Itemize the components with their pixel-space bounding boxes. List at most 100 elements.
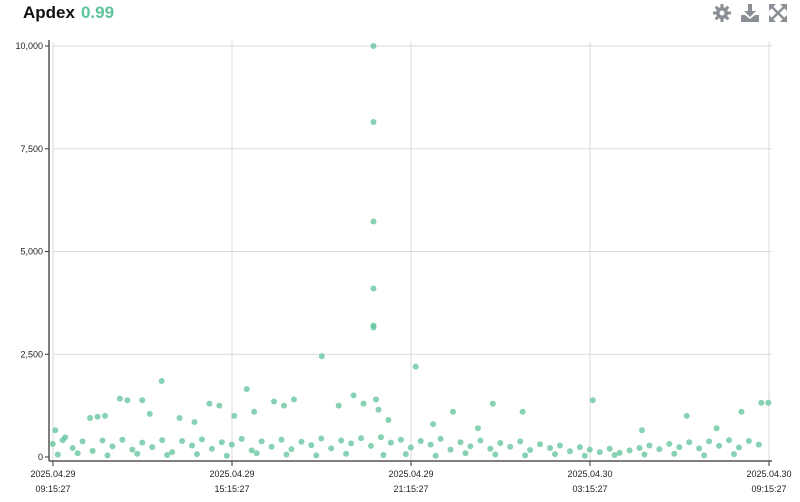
chart-title: Apdex 0.99 bbox=[23, 3, 114, 23]
data-point bbox=[616, 449, 623, 456]
data-point bbox=[253, 450, 260, 457]
y-tick-label: 5,000 bbox=[20, 247, 43, 257]
data-point bbox=[228, 441, 235, 448]
data-point bbox=[467, 443, 474, 450]
data-point bbox=[646, 442, 653, 449]
apdex-score: 0.99 bbox=[80, 3, 115, 22]
x-tick-time: 09:15:27 bbox=[751, 484, 786, 494]
gear-icon[interactable] bbox=[712, 3, 732, 23]
data-point bbox=[713, 425, 720, 432]
data-point bbox=[522, 452, 529, 459]
data-point bbox=[313, 452, 320, 459]
data-point bbox=[765, 399, 772, 406]
data-point bbox=[696, 445, 703, 452]
data-point bbox=[596, 449, 603, 456]
data-point bbox=[671, 450, 678, 457]
data-point bbox=[79, 438, 86, 445]
data-point bbox=[397, 436, 404, 443]
data-point bbox=[758, 399, 765, 406]
data-point bbox=[735, 444, 742, 451]
data-point bbox=[437, 435, 444, 442]
data-point bbox=[450, 408, 457, 415]
data-point bbox=[280, 402, 287, 409]
data-point bbox=[497, 440, 504, 447]
data-point bbox=[581, 452, 588, 459]
data-point bbox=[191, 419, 198, 426]
data-point bbox=[74, 450, 81, 457]
data-point bbox=[641, 451, 648, 458]
data-point bbox=[99, 437, 106, 444]
apdex-label: Apdex bbox=[23, 3, 75, 22]
data-point bbox=[268, 443, 275, 450]
data-point bbox=[348, 440, 355, 447]
data-point bbox=[701, 452, 708, 459]
data-point bbox=[566, 448, 573, 455]
expand-icon[interactable] bbox=[768, 3, 788, 23]
data-point bbox=[611, 451, 618, 458]
data-point bbox=[54, 451, 61, 458]
data-point bbox=[134, 450, 141, 457]
data-point bbox=[358, 435, 365, 442]
data-point bbox=[402, 451, 409, 458]
data-point bbox=[370, 218, 377, 225]
data-point bbox=[104, 452, 111, 459]
y-tick-label: 0 bbox=[38, 452, 43, 462]
data-point bbox=[318, 435, 325, 442]
data-point bbox=[158, 377, 165, 384]
data-point bbox=[370, 119, 377, 126]
data-point bbox=[370, 324, 377, 331]
data-point bbox=[725, 437, 732, 444]
data-point bbox=[208, 445, 215, 452]
y-tick-label: 10,000 bbox=[15, 41, 43, 51]
data-point bbox=[638, 427, 645, 434]
data-point bbox=[427, 441, 434, 448]
data-point bbox=[216, 402, 223, 409]
data-point bbox=[146, 410, 153, 417]
data-point bbox=[387, 439, 394, 446]
data-point bbox=[343, 450, 350, 457]
data-point bbox=[487, 445, 494, 452]
data-point bbox=[551, 451, 558, 458]
data-point bbox=[370, 43, 377, 49]
data-point bbox=[489, 400, 496, 407]
data-point bbox=[248, 447, 255, 454]
data-point bbox=[52, 427, 59, 434]
data-point bbox=[283, 451, 290, 458]
data-point bbox=[666, 440, 673, 447]
x-tick-date: 2025.04.29 bbox=[388, 469, 433, 479]
data-point bbox=[119, 436, 126, 443]
y-tick-label: 7,500 bbox=[20, 144, 43, 154]
data-point bbox=[683, 412, 690, 419]
data-point bbox=[412, 363, 419, 370]
data-point bbox=[706, 438, 713, 445]
chart-toolbar bbox=[712, 3, 788, 23]
x-tick-time: 21:15:27 bbox=[393, 484, 428, 494]
x-tick-time: 03:15:27 bbox=[572, 484, 607, 494]
data-point bbox=[492, 451, 499, 458]
data-point bbox=[430, 421, 437, 428]
data-point bbox=[380, 451, 387, 458]
y-tick-label: 2,500 bbox=[20, 349, 43, 359]
data-point bbox=[223, 452, 230, 459]
data-point bbox=[169, 449, 176, 456]
x-tick-date: 2025.04.29 bbox=[30, 469, 75, 479]
data-point bbox=[676, 444, 683, 451]
x-tick-date: 2025.04.30 bbox=[746, 469, 791, 479]
data-point bbox=[755, 441, 762, 448]
data-point bbox=[375, 406, 382, 413]
x-tick-time: 09:15:27 bbox=[35, 484, 70, 494]
data-point bbox=[626, 447, 633, 454]
data-point bbox=[206, 400, 213, 407]
data-point bbox=[278, 436, 285, 443]
x-tick-date: 2025.04.30 bbox=[567, 469, 612, 479]
data-point bbox=[69, 444, 76, 451]
data-point bbox=[179, 437, 186, 444]
data-point bbox=[271, 398, 278, 405]
data-point bbox=[519, 408, 526, 415]
data-point bbox=[89, 447, 96, 454]
data-point bbox=[730, 451, 737, 458]
download-icon[interactable] bbox=[740, 3, 760, 23]
data-point bbox=[360, 400, 367, 407]
data-point bbox=[372, 396, 379, 403]
data-point bbox=[738, 408, 745, 415]
